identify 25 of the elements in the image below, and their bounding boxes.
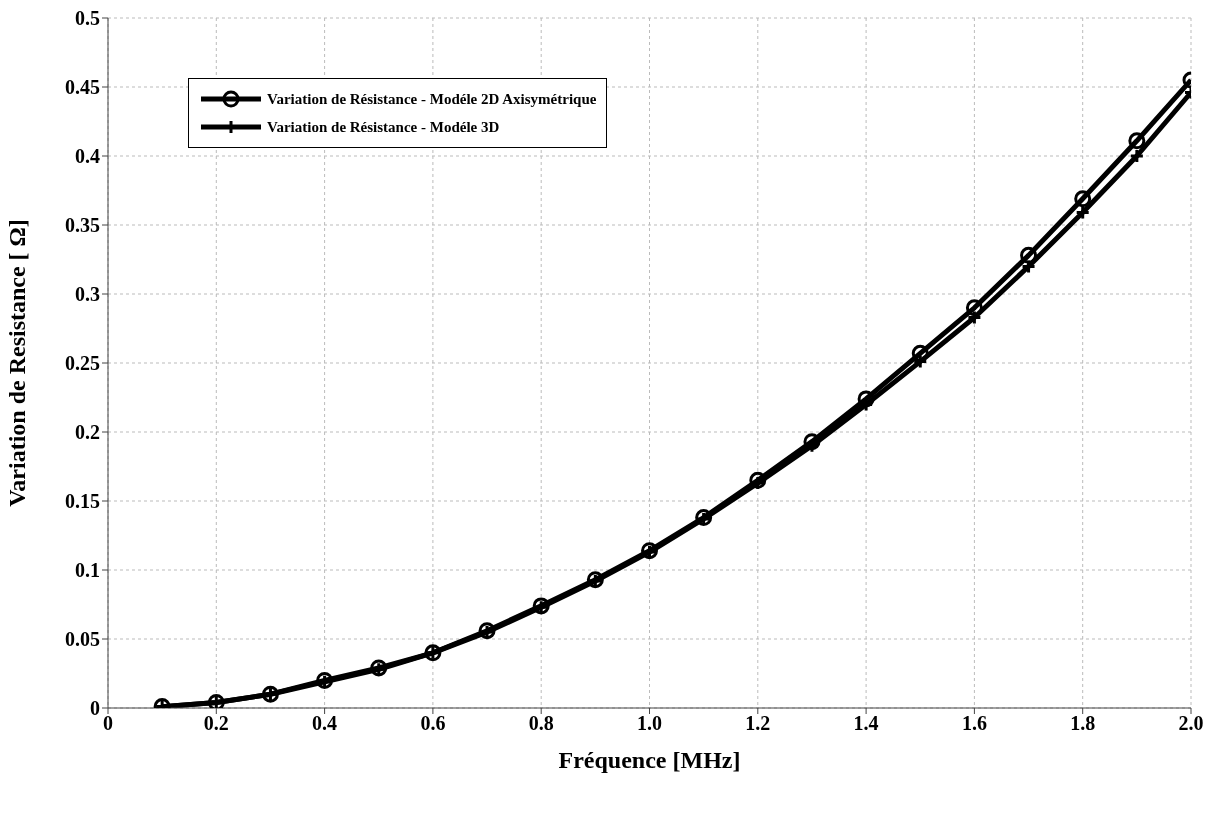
x-tick-label: 1.2 bbox=[745, 712, 771, 735]
x-tick-label: 1.0 bbox=[637, 712, 662, 735]
y-tick-label: 0.35 bbox=[65, 214, 100, 237]
x-tick-label: 0.4 bbox=[312, 712, 338, 735]
y-tick-label: 0.25 bbox=[65, 352, 100, 375]
y-tick-label: 0.05 bbox=[65, 628, 100, 651]
y-tick-label: 0.2 bbox=[75, 421, 100, 444]
x-tick-label: 1.6 bbox=[961, 712, 987, 735]
y-tick-label: 0.5 bbox=[75, 7, 100, 30]
y-tick-label: 0.1 bbox=[75, 559, 100, 582]
x-tick-label: 1.8 bbox=[1070, 712, 1096, 735]
x-tick-label: 0.8 bbox=[528, 712, 554, 735]
x-tick-label: 1.4 bbox=[853, 712, 879, 735]
x-axis-title: Fréquence [MHz] bbox=[558, 747, 741, 773]
y-tick-label: 0.15 bbox=[65, 490, 100, 513]
y-tick-label: 0 bbox=[90, 697, 100, 720]
x-tick-label: 2.0 bbox=[1178, 712, 1204, 735]
y-tick-label: 0.45 bbox=[65, 76, 100, 99]
y-tick-label: 0.4 bbox=[75, 145, 100, 168]
legend-label: Variation de Résistance - Modéle 2D Axisymétrique bbox=[267, 90, 597, 108]
x-tick-label: 0.6 bbox=[420, 712, 446, 735]
y-tick-label: 0.3 bbox=[75, 283, 100, 306]
legend-label: Variation de Résistance - Modéle 3D bbox=[267, 118, 500, 136]
y-axis-title: Variation de Resistance [ Ω] bbox=[3, 219, 30, 507]
x-tick-label: 0.2 bbox=[203, 712, 229, 735]
